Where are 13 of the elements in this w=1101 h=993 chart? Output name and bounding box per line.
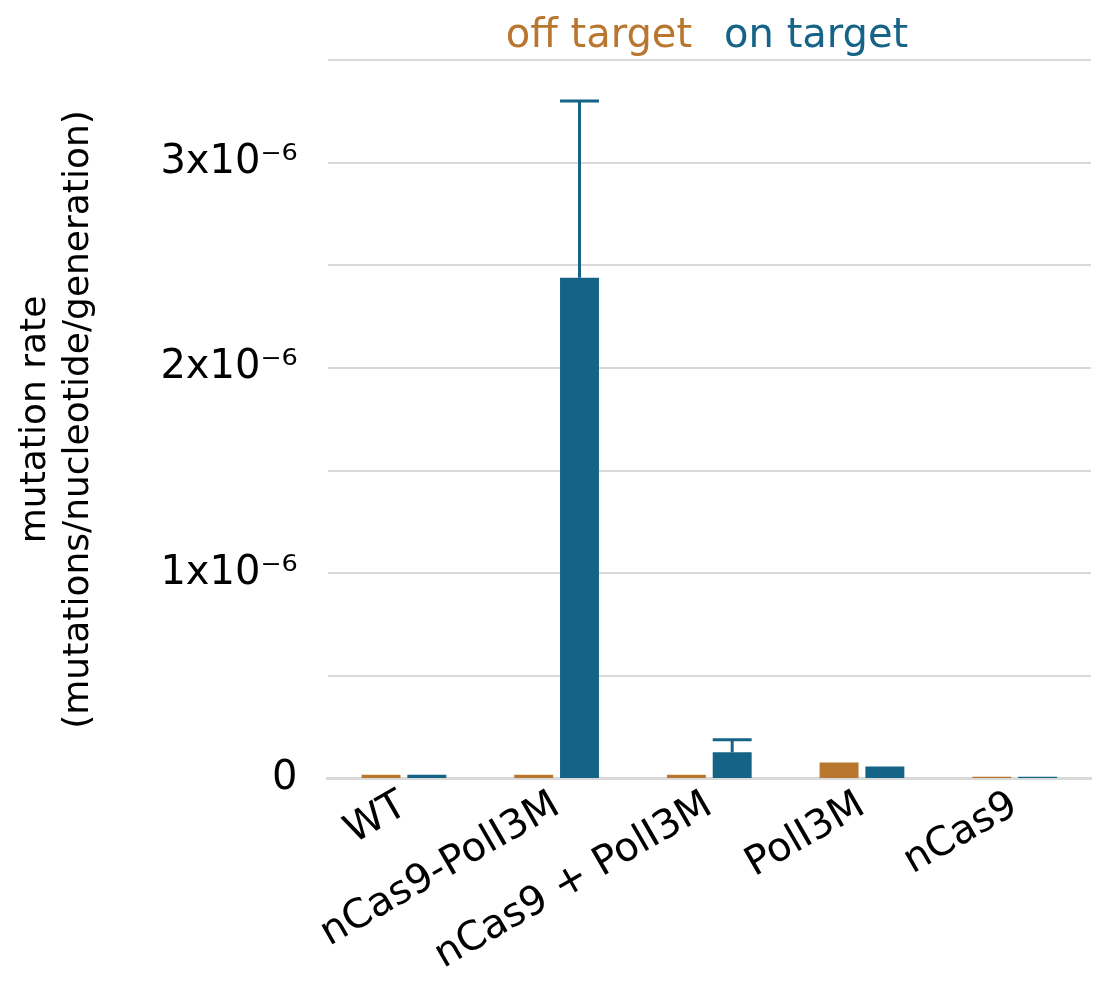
- bar: [666, 774, 706, 778]
- text: on target: [724, 10, 909, 56]
- bar: [514, 774, 554, 778]
- bar: [361, 774, 401, 778]
- bar: [819, 762, 859, 778]
- bar: [865, 766, 905, 778]
- text: off target: [505, 10, 693, 56]
- y-tick-label: 0: [272, 752, 298, 799]
- bar: [407, 774, 447, 778]
- y-tick-label: 2x10⁻⁶: [160, 341, 298, 388]
- y-axis-title: mutation rate (mutations/nucleotide/generation): [11, 110, 97, 729]
- y-tick-label: 1x10⁻⁶: [160, 546, 298, 593]
- y-tick-label: 3x10⁻⁶: [160, 136, 298, 183]
